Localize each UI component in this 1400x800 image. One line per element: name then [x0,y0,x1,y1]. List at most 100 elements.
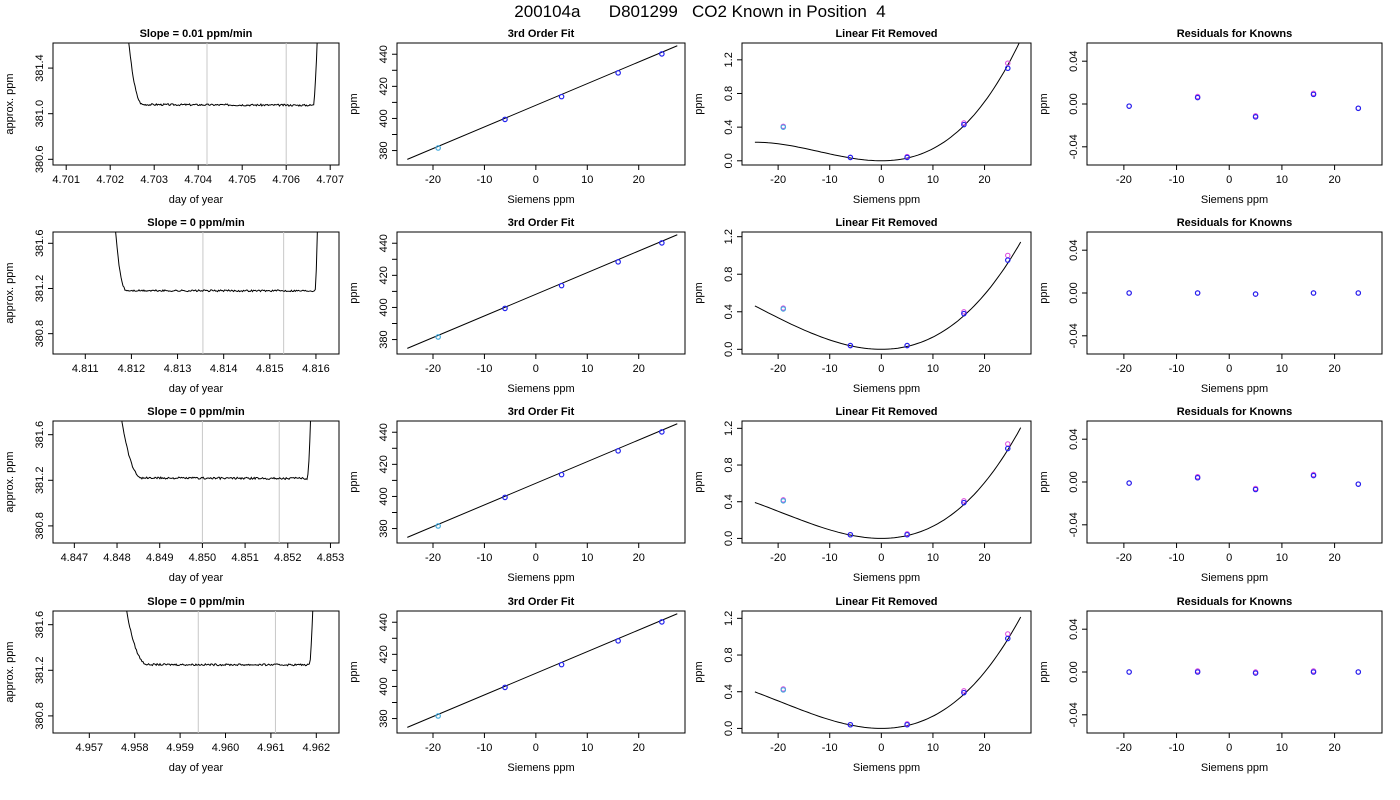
panel-1-1: Slope = 0.01 ppm/min day of year approx. p… [4,28,344,206]
y-tick-label: 400 [378,487,390,505]
y-tick-label: 420 [378,266,390,284]
y-axis-label: ppm [1038,282,1050,303]
y-tick-label: 381.6 [34,611,46,639]
x-tick-label: -20 [1116,363,1132,375]
x-tick-label: 4.853 [317,552,345,564]
y-tick-label: 440 [378,613,390,631]
y-tick-label: 0.04 [1068,428,1080,449]
x-tick-label: -10 [822,742,838,754]
y-tick-label: -0.04 [1068,323,1080,348]
y-tick-label: 381.6 [34,230,46,258]
y-tick-label: 381.2 [34,657,46,685]
y-tick-label: 1.2 [723,52,735,67]
plot-frame [741,42,1032,166]
y-tick-label: 0.0 [723,153,735,168]
x-tick-label: 4.812 [118,363,146,375]
y-tick-label: -0.04 [1068,134,1080,159]
y-axis-label: ppm [693,471,705,492]
x-tick-label: 4.847 [61,552,89,564]
x-tick-label: 20 [1328,742,1340,754]
data-point [659,51,665,57]
panel-3-3: Linear Fit Removed Siemens ppm ppm -20 -10 0 1… [693,406,1032,584]
x-axis-label: Siemens ppm [853,383,920,395]
x-tick-label: 4.707 [316,174,344,186]
x-tick-label: -20 [425,363,441,375]
y-tick-label: 0.04 [1068,50,1080,71]
x-tick-label: 4.705 [228,174,256,186]
x-tick-label: 10 [581,174,593,186]
figure-title: 200104a D801299 CO2 Known in Position 4 [514,2,886,21]
x-tick-label: -10 [476,174,492,186]
data-point [780,124,787,130]
y-tick-label: 381.2 [34,275,46,303]
data-point-magenta [1005,631,1011,637]
x-tick-label: -20 [770,742,786,754]
data-point [502,494,508,501]
data-point-magenta [1005,252,1011,259]
x-axis-label: Siemens ppm [853,762,920,774]
data-point [1194,290,1201,296]
x-tick-label: 0 [533,363,539,375]
plot-area [754,427,1022,539]
data-point [780,306,787,312]
data-point-magenta [961,498,967,504]
y-tick-label: 0.8 [723,457,735,472]
fit-curve [754,43,1020,162]
x-axis-label: Siemens ppm [507,383,574,395]
y-axis-label: ppm [348,93,360,114]
data-point [780,498,787,504]
plot-area [754,43,1020,162]
plot-frame [52,231,340,355]
y-tick-label: 400 [378,109,390,127]
panel-4-1: Slope = 0 ppm/min day of year approx. ppm 4… [4,596,340,774]
plot-area [1126,668,1362,676]
x-tick-label: 0 [878,742,884,754]
x-tick-label: 0 [533,552,539,564]
y-axis-label: ppm [693,661,705,682]
panel-title: Slope = 0.01 ppm/min [140,28,253,40]
y-axis-label: approx. ppm [4,641,16,702]
y-tick-label: 0.00 [1068,471,1080,492]
x-tick-label: -10 [1169,742,1185,754]
plot-frame [741,610,1032,734]
x-tick-label: -10 [1169,363,1185,375]
y-axis-label: ppm [1038,471,1050,492]
data-point [961,310,967,317]
y-tick-label: 380.8 [34,320,46,348]
data-point [961,121,967,128]
data-point [435,523,441,529]
panel-title: Residuals for Knowns [1177,28,1293,40]
y-axis-label: ppm [348,471,360,492]
x-tick-label: 0 [1226,552,1232,564]
x-tick-label: -20 [1116,174,1132,186]
panel-title: 3rd Order Fit [508,28,575,40]
y-axis-label: approx. ppm [4,73,16,134]
y-tick-label: 420 [378,455,390,473]
data-point [502,116,508,123]
data-point [1310,290,1317,296]
x-tick-label: 0 [1226,742,1232,754]
plot-frame [741,420,1032,544]
x-axis-label: Siemens ppm [853,194,920,206]
panel-2-2: 3rd Order Fit Siemens ppm ppm -20 -10 0 10 20 38… [348,217,686,395]
ppm-trace [126,611,314,667]
y-axis-label: approx. ppm [4,262,16,323]
y-axis-label: ppm [693,93,705,114]
plot-frame [741,231,1032,355]
panel-title: Residuals for Knowns [1177,217,1293,229]
data-point [659,619,665,625]
x-axis-label: Siemens ppm [853,572,920,584]
plot-area [126,611,314,733]
x-tick-label: 4.814 [210,363,238,375]
x-tick-label: -10 [476,552,492,564]
fit-line [407,613,678,728]
y-axis-label: ppm [1038,93,1050,114]
fit-curve [754,241,1022,350]
x-tick-label: -20 [770,552,786,564]
plot-frame [52,420,340,544]
panel-title: Linear Fit Removed [835,406,937,418]
data-point [558,661,565,668]
y-tick-label: 1.2 [723,229,735,244]
x-tick-label: 0 [533,742,539,754]
plot-area [754,241,1022,350]
